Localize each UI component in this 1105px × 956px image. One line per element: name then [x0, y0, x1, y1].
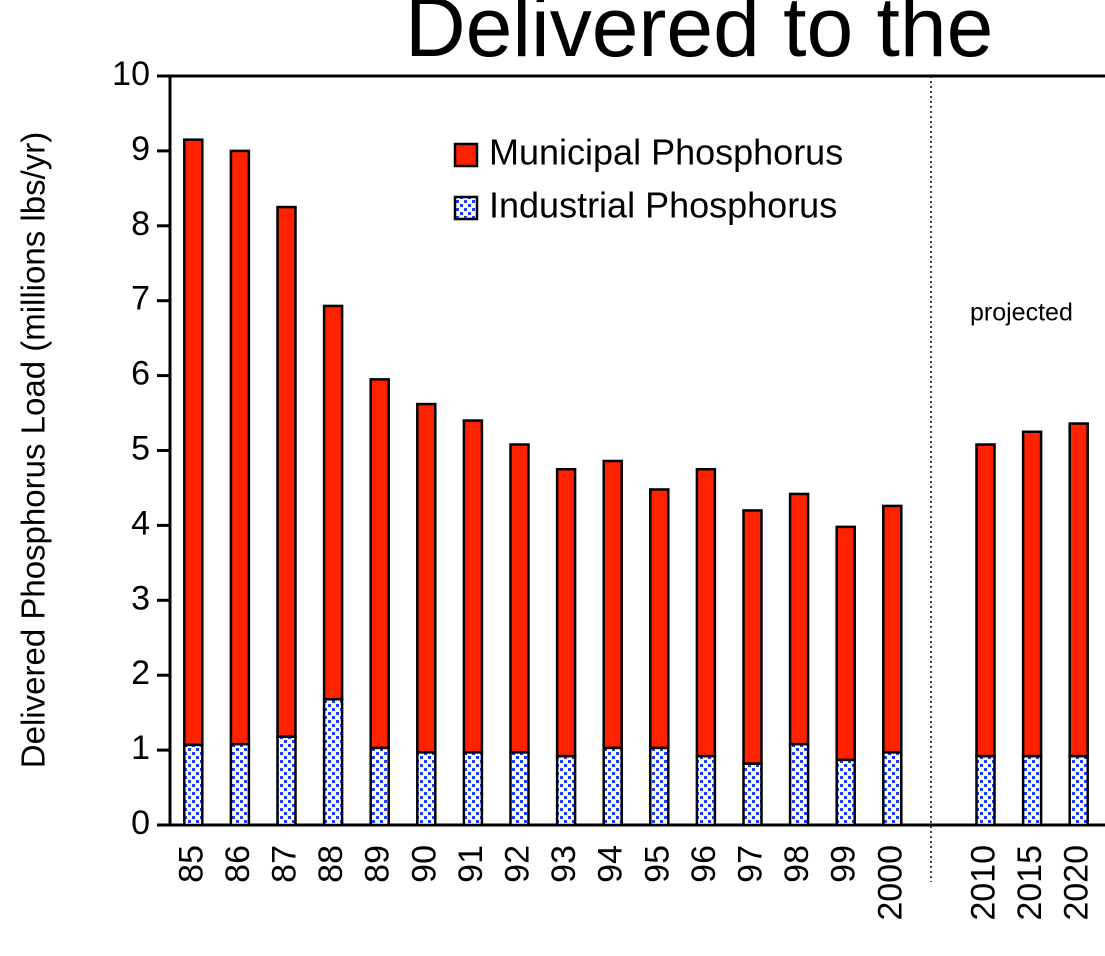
bar-segment [788, 742, 810, 827]
bar-segment [416, 402, 437, 754]
y-axis-label: Delivered Phosphorus Load (millions lbs/… [15, 132, 52, 768]
bar-segment [835, 758, 856, 827]
bar-segment [322, 697, 344, 827]
x-tick-label: 2015 [1011, 845, 1049, 921]
bar-segment [555, 467, 577, 758]
bar-segment [322, 304, 344, 701]
bar-segment [1021, 754, 1043, 827]
bar-segment [1068, 422, 1089, 758]
bar-segment [975, 443, 996, 758]
bar-segment [975, 754, 996, 827]
bar-segment [1068, 754, 1089, 827]
bar-segment [649, 488, 670, 750]
bar-segment [416, 751, 437, 827]
bar-segment [602, 746, 623, 827]
bar-segment [649, 746, 670, 827]
bar-segment [882, 504, 903, 754]
y-tick-label: 5 [131, 429, 150, 467]
x-tick-label: 98 [778, 845, 816, 883]
bar-segment [462, 751, 484, 827]
x-tick-label: 88 [312, 845, 350, 883]
bar-segment [229, 149, 251, 746]
x-tick-label: 89 [359, 845, 397, 883]
bar-segment [555, 754, 577, 827]
y-tick-label: 10 [112, 55, 150, 93]
x-tick-label: 86 [219, 845, 257, 883]
bar-segment [229, 742, 251, 827]
y-tick-label: 1 [131, 729, 150, 767]
bar-segment [276, 205, 297, 738]
bar-segment [695, 754, 717, 827]
x-tick-label: 87 [265, 845, 303, 883]
x-tick-label: 97 [731, 845, 769, 883]
legend-swatch [453, 195, 479, 221]
legend-label: Municipal Phosphorus [489, 132, 843, 173]
x-tick-label: 90 [405, 845, 443, 883]
x-tick-label: 2020 [1058, 845, 1096, 921]
y-tick-label: 6 [131, 355, 150, 393]
bar-segment [695, 467, 717, 758]
bar-segment [276, 735, 297, 827]
chart-title: Delivered to the [405, 0, 993, 74]
bar-segment [1021, 430, 1043, 758]
x-tick-label: 95 [638, 845, 676, 883]
x-tick-label: 2010 [964, 845, 1002, 921]
legend-label: Industrial Phosphorus [489, 185, 837, 226]
bar-segment [742, 509, 763, 765]
x-tick-label: 96 [685, 845, 723, 883]
x-tick-label: 91 [452, 845, 490, 883]
y-tick-label: 3 [131, 579, 150, 617]
x-tick-label: 85 [172, 845, 210, 883]
y-tick-label: 2 [131, 654, 150, 692]
x-tick-label: 2000 [871, 845, 909, 921]
bar-segment [183, 138, 204, 747]
bar-segment [742, 762, 763, 827]
y-tick-label: 8 [131, 205, 150, 243]
x-tick-label: 94 [592, 845, 630, 883]
x-tick-label: 93 [545, 845, 583, 883]
annotation: projected [970, 299, 1073, 327]
bar-segment [183, 743, 204, 827]
x-tick-label: 99 [825, 845, 863, 883]
bar-segment [835, 525, 856, 762]
bar-segment [602, 459, 623, 750]
bar-segment [509, 751, 530, 827]
y-tick-label: 4 [131, 504, 150, 542]
legend-swatch [453, 142, 479, 168]
bar-segment [369, 378, 390, 750]
x-tick-label: 92 [498, 845, 536, 883]
y-tick-label: 7 [131, 280, 150, 318]
bar-segment [509, 443, 530, 754]
bar-segment [369, 746, 390, 827]
bar-segment [882, 751, 903, 827]
bar-segment [462, 419, 484, 754]
y-tick-label: 9 [131, 130, 150, 168]
y-tick-label: 0 [131, 804, 150, 842]
bar-segment [788, 492, 810, 746]
